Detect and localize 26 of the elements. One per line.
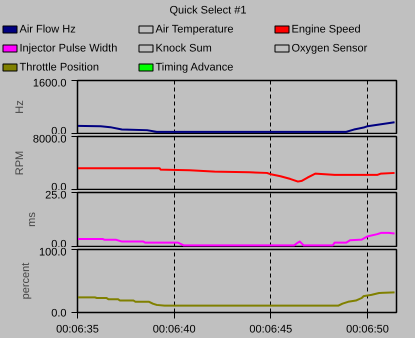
legend-label: Oxygen Sensor (292, 42, 368, 54)
y-tick-label: 100.0 (38, 246, 67, 258)
legend-label: Air Temperature (156, 24, 234, 36)
y-tick-label: 0.0 (51, 308, 67, 320)
x-tick-label: 00:06:45 (249, 324, 292, 336)
x-tick-label: 00:06:40 (152, 324, 196, 336)
legend-label: Knock Sum (156, 42, 212, 54)
legend-label: Timing Advance (156, 62, 234, 74)
y-axis-title: ms (26, 212, 38, 227)
legend-label: Injector Pulse Width (20, 42, 118, 54)
x-tick-label: 00:06:50 (346, 324, 389, 336)
y-axis-title: Hz (14, 100, 26, 114)
line-series (78, 167, 396, 183)
y-tick-label: 1600.0 (32, 78, 67, 90)
line-series (78, 121, 396, 133)
y-axis-title: RPM (14, 150, 26, 176)
y-tick-label: 8000.0 (32, 134, 67, 146)
legend-label: Throttle Position (20, 62, 99, 74)
y-axis-title: percent (20, 262, 32, 300)
legend-label: Engine Speed (292, 24, 361, 36)
line-series (78, 232, 396, 246)
x-tick-label: 00:06:35 (56, 324, 99, 336)
legend-label: Air Flow Hz (20, 24, 76, 36)
chart-title: Quick Select #1 (169, 4, 247, 16)
line-series (78, 291, 396, 307)
y-tick-label: 25.0 (45, 190, 67, 202)
